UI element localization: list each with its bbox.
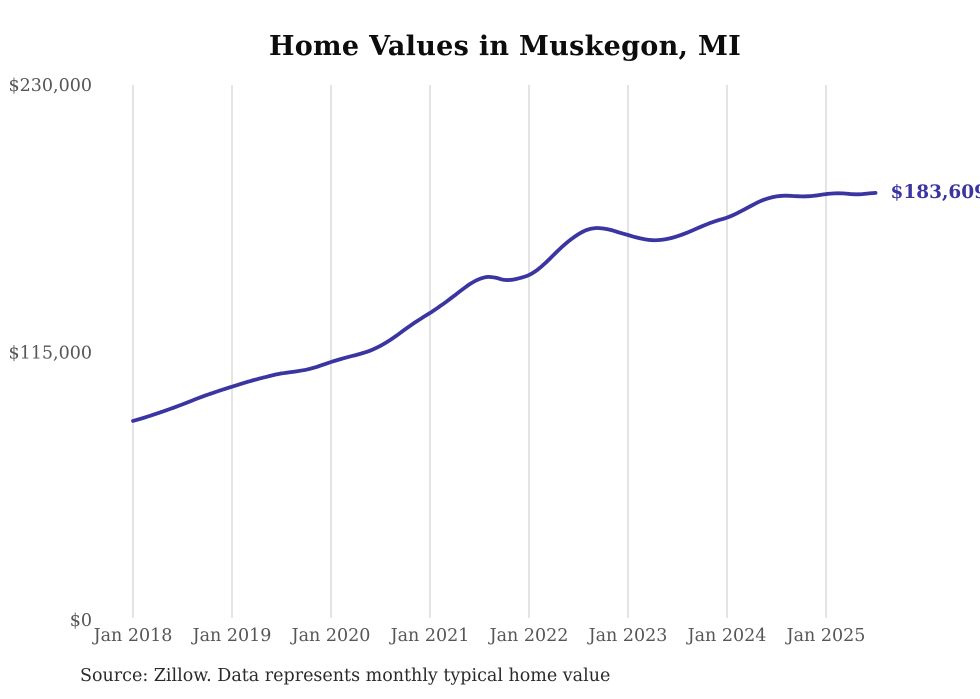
y-tick-label: $115,000 [8, 344, 92, 364]
chart-title: Home Values in Muskegon, MI [268, 31, 742, 62]
x-tick-label: Jan 2025 [785, 626, 866, 646]
x-tick-label: Jan 2023 [587, 626, 668, 646]
y-tick-label: $230,000 [8, 76, 92, 96]
x-tick-label: Jan 2024 [686, 626, 767, 646]
source-note: Source: Zillow. Data represents monthly … [80, 666, 611, 686]
x-tick-label: Jan 2020 [290, 626, 371, 646]
y-tick-label: $0 [70, 611, 92, 631]
end-value-label: $183,609 [891, 182, 980, 203]
home-value-line [131, 191, 878, 423]
x-tick-label: Jan 2018 [92, 626, 173, 646]
x-tick-label: Jan 2019 [191, 626, 272, 646]
x-tick-label: Jan 2022 [488, 626, 569, 646]
x-tick-label: Jan 2021 [389, 626, 470, 646]
